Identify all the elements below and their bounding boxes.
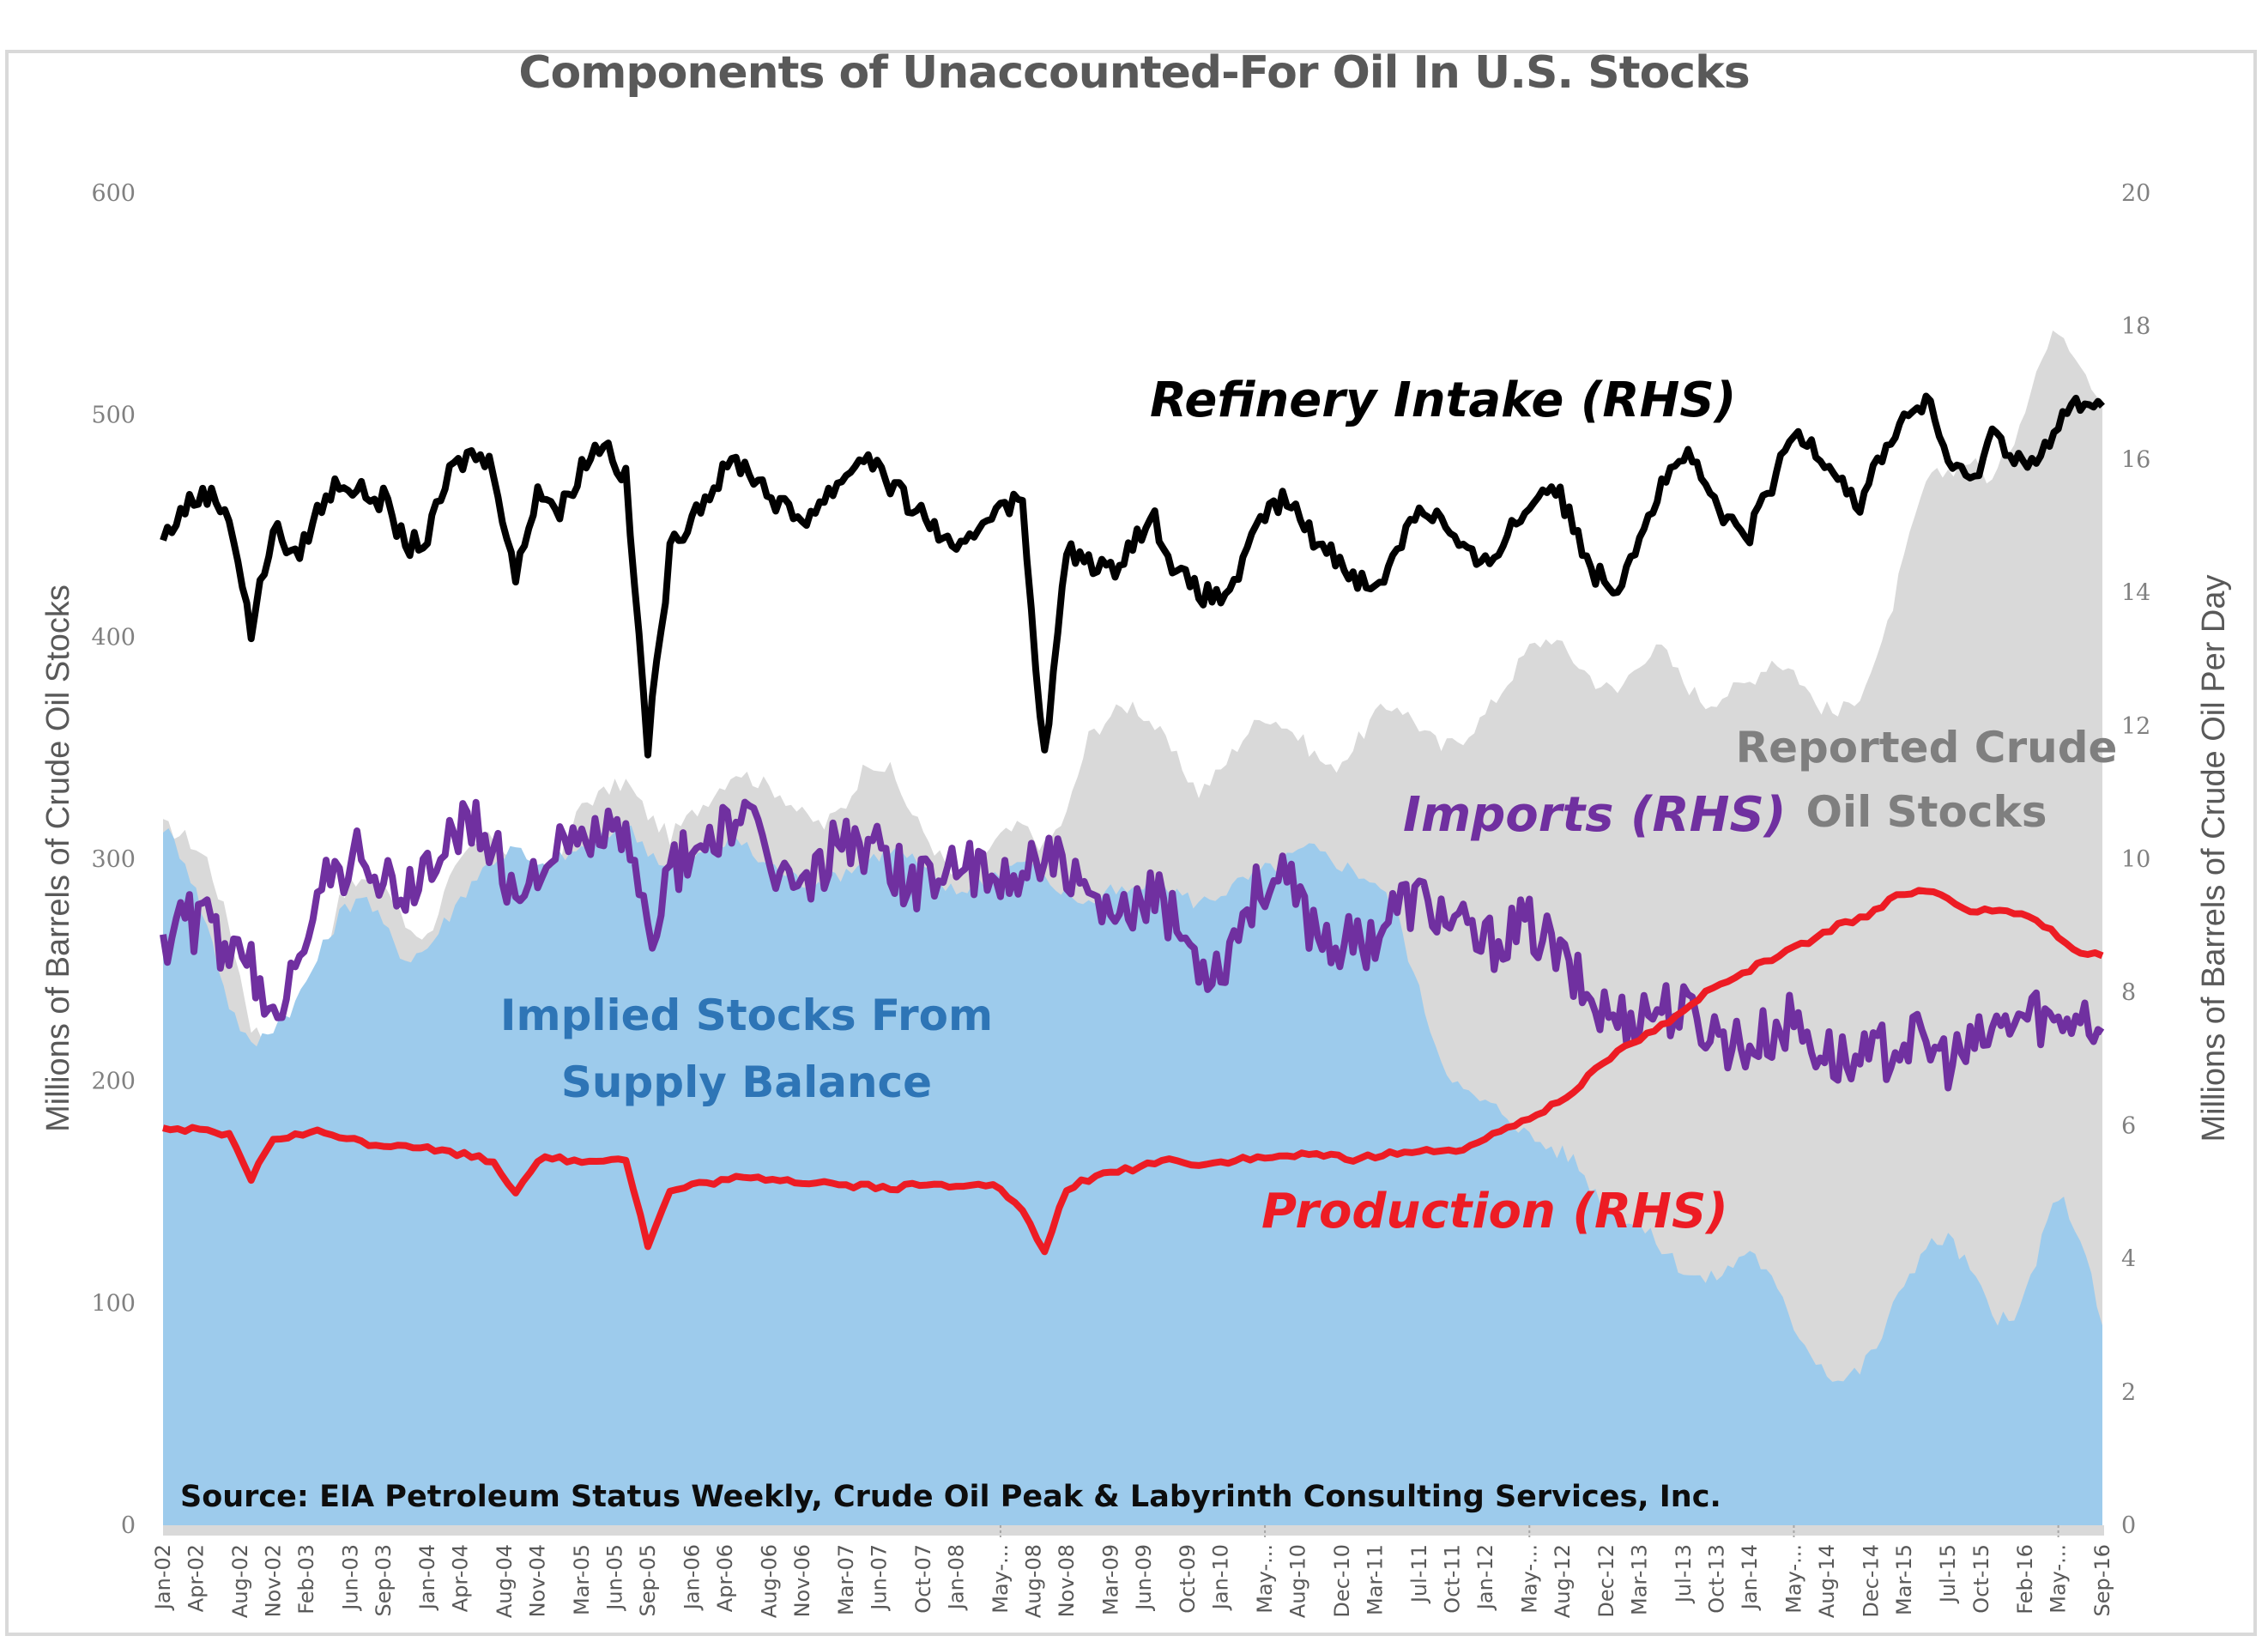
x-tick-label: Sep-03	[372, 1544, 396, 1616]
left-tick-label: 300	[91, 846, 136, 873]
x-tick-label: Mar-09	[1098, 1544, 1122, 1615]
x-tick-label: Dec-10	[1330, 1544, 1354, 1618]
x-tick-label: Aug-02	[228, 1544, 252, 1618]
x-tick-label: Apr-02	[184, 1544, 209, 1612]
x-tick-label: Jan-10	[1209, 1544, 1233, 1611]
x-tick-label: Nov-02	[261, 1544, 285, 1617]
chart-title: Components of Unaccounted-For Oil In U.S…	[518, 47, 1750, 99]
x-tick-label: Mar-15	[1892, 1544, 1916, 1615]
right-tick-label: 14	[2121, 580, 2150, 607]
line-layer	[160, 392, 2105, 1256]
right-tick-label: 20	[2121, 180, 2150, 207]
left-tick-label: 0	[121, 1512, 136, 1539]
x-tick-label: Aug-10	[1286, 1544, 1310, 1618]
x-tick-label: Jul-13	[1672, 1544, 1696, 1604]
right-tick-label: 18	[2121, 313, 2150, 340]
line-production-rhs	[162, 887, 2104, 1256]
x-tick-label: Sep-16	[2090, 1544, 2114, 1616]
annotation-implied-stocks-line2: Supply Balance	[561, 1057, 932, 1107]
x-tick-label: Jan-12	[1473, 1544, 1497, 1611]
x-tick-label: Jan-06	[680, 1544, 704, 1611]
x-tick-label: Oct-13	[1705, 1544, 1729, 1614]
x-tick-label: May-...	[2047, 1544, 2071, 1614]
x-tick-label: Oct-15	[1969, 1544, 1993, 1614]
left-tick-label: 100	[91, 1290, 136, 1317]
left-tick-label: 500	[91, 403, 136, 429]
right-tick-label: 10	[2121, 846, 2150, 873]
x-tick-label: Jul-15	[1936, 1544, 1960, 1604]
x-tick-label: Jan-02	[151, 1544, 175, 1611]
x-tick-label: Mar-05	[570, 1544, 594, 1615]
line-imports-rhs	[160, 798, 2105, 1092]
x-tick-label: Jun-05	[602, 1544, 626, 1612]
x-tick-label: Jun-09	[1132, 1544, 1156, 1612]
right-tick-label: 4	[2121, 1246, 2136, 1273]
left-tick-label: 200	[91, 1069, 136, 1095]
x-tick-label: May-...	[1517, 1544, 1541, 1614]
x-tick-label: Aug-14	[1815, 1544, 1839, 1618]
annotation-reported-crude-line2: Oil Stocks	[1805, 787, 2047, 837]
line-refinery-intake-rhs	[160, 392, 2105, 759]
x-tick-label: Aug-12	[1551, 1544, 1575, 1618]
left-tick-label: 400	[91, 624, 136, 651]
x-tick-label: Aug-04	[493, 1544, 517, 1618]
x-tick-label: Apr-04	[449, 1544, 473, 1612]
x-tick-label: Oct-09	[1176, 1544, 1200, 1614]
x-tick-label: Feb-16	[2013, 1544, 2037, 1615]
annotation-imports: Imports (RHS)	[1403, 787, 1786, 843]
x-tick-label: Jun-07	[868, 1544, 892, 1612]
x-axis-baseline	[163, 1525, 2104, 1536]
x-tick-label: Nov-04	[526, 1544, 550, 1617]
x-tick-label: Apr-06	[713, 1544, 737, 1612]
right-tick-label: 16	[2121, 446, 2150, 473]
x-tick-label: Nov-08	[1055, 1544, 1079, 1617]
x-tick-label: Mar-13	[1628, 1544, 1652, 1615]
x-tick-label: Dec-12	[1594, 1544, 1618, 1618]
right-y-axis: 0 2 4 6 8 10 12 14 16 18 20	[2121, 180, 2150, 1539]
right-tick-label: 2	[2121, 1379, 2136, 1406]
x-tick-label: Dec-14	[1859, 1544, 1883, 1618]
right-axis-title: Millions of Barrels of Crude Oil Per Day	[2196, 575, 2232, 1142]
x-tick-label: Jan-14	[1738, 1544, 1762, 1611]
source-note: Source: EIA Petroleum Status Weekly, Cru…	[180, 1480, 1721, 1514]
right-tick-label: 12	[2121, 713, 2150, 740]
left-y-axis: 0 100 200 300 400 500 600	[91, 180, 136, 1539]
x-tick-label: May-...	[1253, 1544, 1277, 1614]
x-axis: Jan-02 Apr-02 Aug-02 Nov-02 Feb-03 Jun-03 Sep-…	[151, 1525, 2114, 1618]
x-tick-label: Sep-05	[636, 1544, 660, 1616]
x-tick-label: Jan-04	[415, 1544, 439, 1611]
right-tick-label: 6	[2121, 1112, 2136, 1139]
x-tick-label: Mar-11	[1364, 1544, 1388, 1615]
x-tick-label: Oct-07	[911, 1544, 935, 1614]
area-implied-stocks-from-supply-balance	[163, 825, 2102, 1525]
x-tick-label: Jun-03	[338, 1544, 362, 1612]
x-tick-label: Feb-03	[294, 1544, 318, 1615]
x-tick-label: Mar-07	[834, 1544, 858, 1615]
annotation-refinery-intake: Refinery Intake (RHS)	[1150, 373, 1736, 428]
right-tick-label: 8	[2121, 979, 2136, 1006]
x-tick-label: Nov-06	[790, 1544, 814, 1617]
x-tick-label: Jan-08	[945, 1544, 969, 1611]
right-tick-label: 0	[2121, 1512, 2136, 1539]
left-axis-title: Millions of Barrels of Crude Oil Stocks	[40, 585, 76, 1132]
annotation-production: Production (RHS)	[1261, 1184, 1728, 1239]
left-tick-label: 600	[91, 180, 136, 207]
annotation-reported-crude-line1: Reported Crude	[1736, 723, 2118, 772]
x-tick-label: Aug-08	[1021, 1544, 1045, 1618]
x-tick-label: Aug-06	[757, 1544, 781, 1618]
x-tick-label: Jul-11	[1407, 1544, 1431, 1604]
x-tick-label: May-...	[989, 1544, 1013, 1614]
x-tick-label: Oct-11	[1440, 1544, 1464, 1614]
annotation-implied-stocks-line1: Implied Stocks From	[500, 991, 993, 1040]
x-tick-label: May-...	[1781, 1544, 1805, 1614]
